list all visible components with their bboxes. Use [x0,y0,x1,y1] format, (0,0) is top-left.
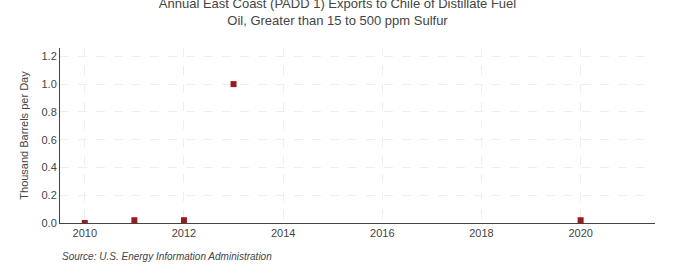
svg-text:1.2: 1.2 [42,50,57,62]
svg-text:2016: 2016 [370,227,394,239]
svg-text:2014: 2014 [271,227,295,239]
svg-text:2012: 2012 [172,227,196,239]
svg-text:2018: 2018 [469,227,493,239]
svg-text:1.0: 1.0 [42,78,57,90]
svg-text:0.8: 0.8 [42,106,57,118]
svg-text:2010: 2010 [73,227,97,239]
svg-text:0.2: 0.2 [42,189,57,201]
svg-text:2020: 2020 [568,227,592,239]
svg-text:0.0: 0.0 [42,217,57,229]
svg-text:0.4: 0.4 [42,161,57,173]
svg-text:Source: U.S. Energy Informatio: Source: U.S. Energy Information Administ… [62,251,272,262]
svg-text:0.6: 0.6 [42,134,57,146]
svg-text:Annual East Coast (PADD 1) Exp: Annual East Coast (PADD 1) Exports to Ch… [159,0,517,28]
svg-text:Thousand Barrels per Day: Thousand Barrels per Day [18,71,30,200]
